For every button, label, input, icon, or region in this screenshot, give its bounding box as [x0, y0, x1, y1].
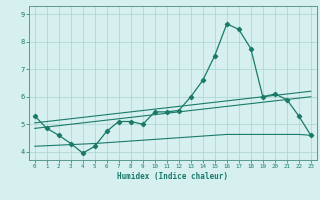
X-axis label: Humidex (Indice chaleur): Humidex (Indice chaleur) — [117, 172, 228, 181]
